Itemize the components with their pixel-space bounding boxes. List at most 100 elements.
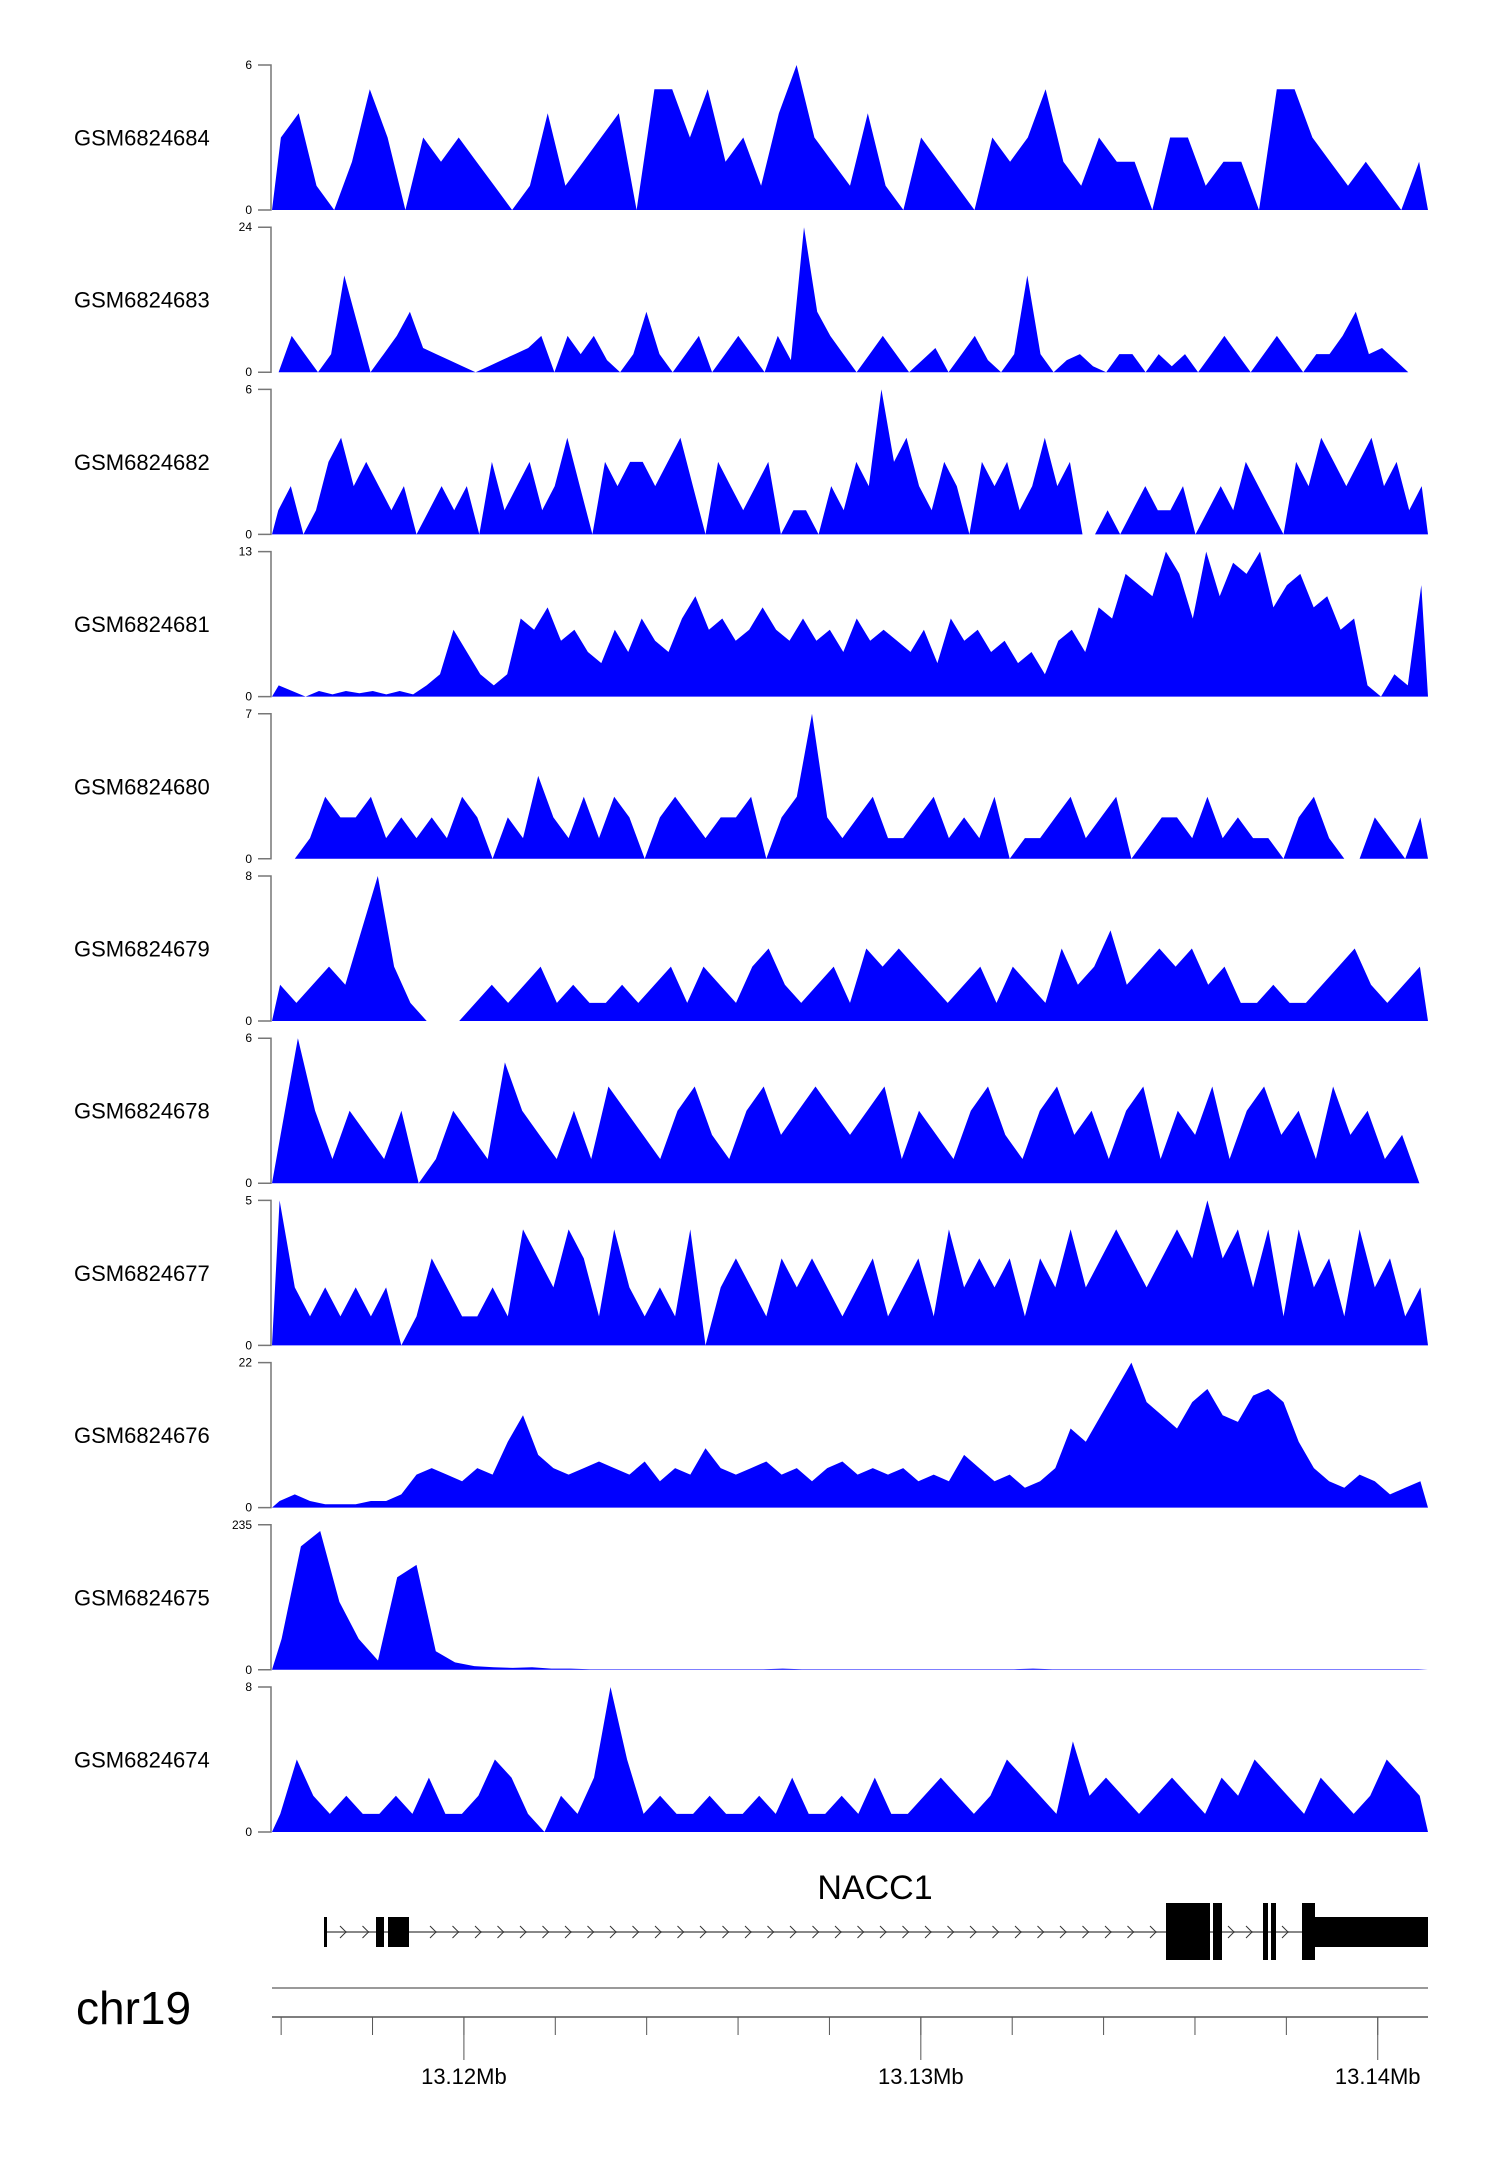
chromosome-label: chr19 [76, 1982, 191, 2034]
track-GSM6824679: GSM6824679 8 0 [74, 869, 1428, 1028]
track-label: GSM6824674 [74, 1748, 210, 1773]
y-tick-max: 6 [245, 1031, 252, 1045]
y-tick-zero: 0 [245, 852, 252, 866]
y-tick-zero: 0 [245, 1014, 252, 1028]
track-label: GSM6824679 [74, 937, 210, 962]
track-label: GSM6824678 [74, 1099, 210, 1124]
coverage-area [272, 713, 1428, 859]
track-GSM6824682: GSM6824682 6 0 [74, 382, 1428, 541]
y-axis [258, 388, 272, 536]
strand-arrow-icon [654, 1925, 662, 1939]
y-tick-max: 6 [245, 58, 252, 72]
track-GSM6824680: GSM6824680 7 0 [74, 707, 1428, 866]
strand-arrow-icon [452, 1925, 460, 1939]
strand-arrow-icon [834, 1925, 842, 1939]
y-axis [258, 713, 272, 860]
track-label: GSM6824677 [74, 1261, 210, 1286]
y-tick-zero: 0 [245, 527, 252, 541]
exon-7 [1302, 1903, 1315, 1960]
y-tick-max: 6 [245, 382, 252, 396]
strand-arrow-icon [339, 1925, 347, 1939]
strand-arrow-icon [632, 1925, 640, 1939]
y-tick-zero: 0 [245, 1501, 252, 1515]
y-axis [258, 1524, 272, 1671]
strand-arrow-icon [497, 1925, 505, 1939]
track-GSM6824675: GSM6824675 235 0 [74, 1518, 1428, 1677]
strand-arrow-icon [1127, 1925, 1135, 1939]
y-axis [258, 64, 272, 211]
y-tick-zero: 0 [245, 203, 252, 217]
strand-arrow-icon [902, 1925, 910, 1939]
strand-arrow-icon [542, 1925, 550, 1939]
x-tick-label: 13.12Mb [421, 2064, 507, 2089]
strand-arrow-icon [609, 1925, 617, 1939]
y-tick-max: 22 [239, 1356, 253, 1370]
strand-arrow-icon [1037, 1925, 1045, 1939]
coverage-area [272, 1687, 1428, 1832]
y-axis [258, 875, 272, 1022]
track-label: GSM6824683 [74, 288, 210, 313]
y-axis [258, 226, 272, 373]
track-GSM6824683: GSM6824683 24 0 [74, 220, 1428, 379]
strand-arrow-icon [519, 1925, 527, 1939]
exon-6 [1271, 1903, 1276, 1960]
y-axis [258, 1199, 272, 1347]
y-tick-zero: 0 [245, 1176, 252, 1190]
gene-name-label: NACC1 [817, 1869, 932, 1907]
strand-arrow-icon [789, 1925, 797, 1939]
strand-arrows [339, 1925, 1289, 1939]
strand-arrow-icon [722, 1925, 730, 1939]
strand-arrow-icon [1014, 1925, 1022, 1939]
strand-arrow-icon [767, 1925, 775, 1939]
exon-2 [388, 1917, 409, 1947]
strand-arrow-icon [1059, 1925, 1067, 1939]
y-tick-zero: 0 [245, 1338, 252, 1352]
y-tick-max: 235 [232, 1518, 252, 1532]
y-tick-zero: 0 [245, 690, 252, 704]
y-tick-max: 5 [245, 1193, 252, 1207]
strand-arrow-icon [947, 1925, 955, 1939]
y-tick-max: 7 [245, 707, 252, 721]
y-tick-zero: 0 [245, 1825, 252, 1839]
strand-arrow-icon [587, 1925, 595, 1939]
coverage-area [272, 65, 1428, 210]
strand-arrow-icon [812, 1925, 820, 1939]
strand-arrow-icon [362, 1925, 370, 1939]
y-axis [258, 550, 272, 698]
x-tick-label: 13.13Mb [878, 2064, 964, 2089]
x-tick-label: 13.14Mb [1335, 2064, 1421, 2089]
coverage-area [272, 1531, 1428, 1670]
strand-arrow-icon [429, 1925, 437, 1939]
strand-arrow-icon [1245, 1925, 1253, 1939]
exon-4 [1213, 1903, 1222, 1960]
strand-arrow-icon [857, 1925, 865, 1939]
y-tick-max: 8 [245, 869, 252, 883]
track-label: GSM6824682 [74, 450, 210, 475]
y-tick-max: 13 [239, 545, 253, 559]
exon-1 [376, 1917, 384, 1947]
genome-axis-ticks: 13.12Mb 13.13Mb 13.14Mb [280, 2017, 1421, 2089]
strand-arrow-icon [924, 1925, 932, 1939]
strand-arrow-icon [969, 1925, 977, 1939]
track-label: GSM6824675 [74, 1585, 210, 1610]
y-axis [258, 1037, 272, 1184]
exon-utr [1315, 1917, 1428, 1947]
exon-tss-marker [324, 1917, 327, 1947]
coverage-area [272, 551, 1428, 697]
coverage-area [272, 389, 1428, 535]
y-tick-max: 24 [239, 220, 253, 234]
coverage-area [272, 1038, 1428, 1184]
y-tick-zero: 0 [245, 1663, 252, 1677]
track-GSM6824674: GSM6824674 8 0 [74, 1680, 1428, 1839]
strand-arrow-icon [1104, 1925, 1112, 1939]
y-tick-max: 8 [245, 1680, 252, 1694]
coverage-area [272, 1200, 1428, 1346]
y-tick-zero: 0 [245, 365, 252, 379]
strand-arrow-icon [474, 1925, 482, 1939]
track-GSM6824678: GSM6824678 6 0 [74, 1031, 1428, 1190]
gene-model-nacc1: NACC1 [324, 1869, 1428, 1960]
coverage-area [272, 876, 1428, 1021]
coverage-area [272, 227, 1428, 373]
track-label: GSM6824681 [74, 612, 210, 637]
